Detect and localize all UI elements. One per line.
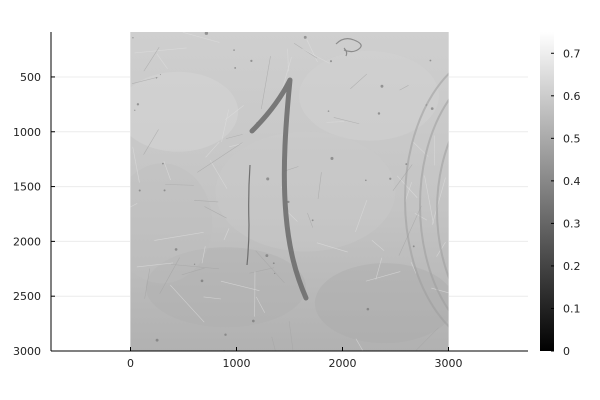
speck-mark — [205, 32, 208, 35]
colorbar-tick-label: 0.2 — [563, 260, 581, 273]
colorbar-tick-label: 0.5 — [563, 132, 581, 145]
speck-mark — [389, 178, 391, 180]
speck-mark — [233, 49, 235, 51]
speck-mark — [175, 248, 178, 251]
speck-mark — [156, 77, 157, 78]
x-tick-label: 2000 — [329, 357, 357, 370]
speck-mark — [266, 177, 269, 180]
speck-mark — [265, 254, 268, 257]
speck-mark — [429, 60, 431, 62]
speck-mark — [273, 262, 275, 264]
colorbar-tick-label: 0.6 — [563, 90, 581, 103]
speck-mark — [139, 189, 141, 191]
speck-mark — [330, 60, 332, 62]
speck-mark — [365, 180, 367, 182]
colorbar: 0 0.1 0.2 0.3 0.4 0.5 0.6 0.7 — [540, 32, 581, 358]
colorbar-tick-label: 0.1 — [563, 302, 581, 315]
speck-mark — [201, 280, 204, 283]
colorbar-tick-label: 0.7 — [563, 47, 581, 60]
speck-mark — [160, 74, 161, 75]
speck-mark — [156, 339, 159, 342]
speck-mark — [378, 112, 380, 114]
y-tick-label: 2500 — [13, 290, 41, 303]
surface-tone — [112, 163, 212, 283]
speck-mark — [287, 201, 289, 203]
y-tick-label: 500 — [20, 71, 41, 84]
speck-mark — [164, 189, 166, 191]
speck-mark — [250, 60, 252, 62]
speck-mark — [194, 264, 195, 265]
speck-mark — [137, 103, 139, 105]
colorbar-tick-label: 0.3 — [563, 217, 581, 230]
image-plot — [95, 32, 595, 372]
colorbar-tick-label: 0.4 — [563, 175, 581, 188]
speck-mark — [431, 107, 434, 110]
speck-mark — [413, 245, 415, 247]
speck-mark — [274, 273, 275, 274]
y-axis-ticks: 500 1000 1500 2000 2500 3000 — [13, 71, 55, 358]
speck-mark — [304, 36, 307, 39]
speck-mark — [132, 37, 133, 38]
y-tick-label: 2000 — [13, 235, 41, 248]
speck-mark — [234, 67, 236, 69]
speck-mark — [330, 157, 333, 160]
colorbar-tick-label: 0 — [563, 345, 570, 358]
surface-tone — [215, 132, 395, 252]
speck-mark — [367, 308, 370, 311]
speck-mark — [224, 333, 226, 335]
x-tick-label: 3000 — [435, 357, 463, 370]
x-tick-label: 0 — [127, 357, 134, 370]
colorbar-gradient — [540, 32, 554, 351]
surface-tone — [118, 72, 238, 152]
arc-scratch — [437, 85, 587, 335]
speck-mark — [252, 320, 255, 323]
y-tick-label: 1000 — [13, 126, 41, 139]
x-tick-label: 1000 — [223, 357, 251, 370]
surface-tone — [299, 51, 439, 141]
surface-tone — [315, 263, 455, 343]
speck-mark — [312, 219, 314, 221]
y-tick-label: 1500 — [13, 181, 41, 194]
speck-mark — [328, 110, 330, 112]
speck-mark — [134, 110, 135, 111]
speck-mark — [162, 163, 164, 165]
y-tick-label: 3000 — [13, 345, 41, 358]
speck-mark — [381, 85, 384, 88]
